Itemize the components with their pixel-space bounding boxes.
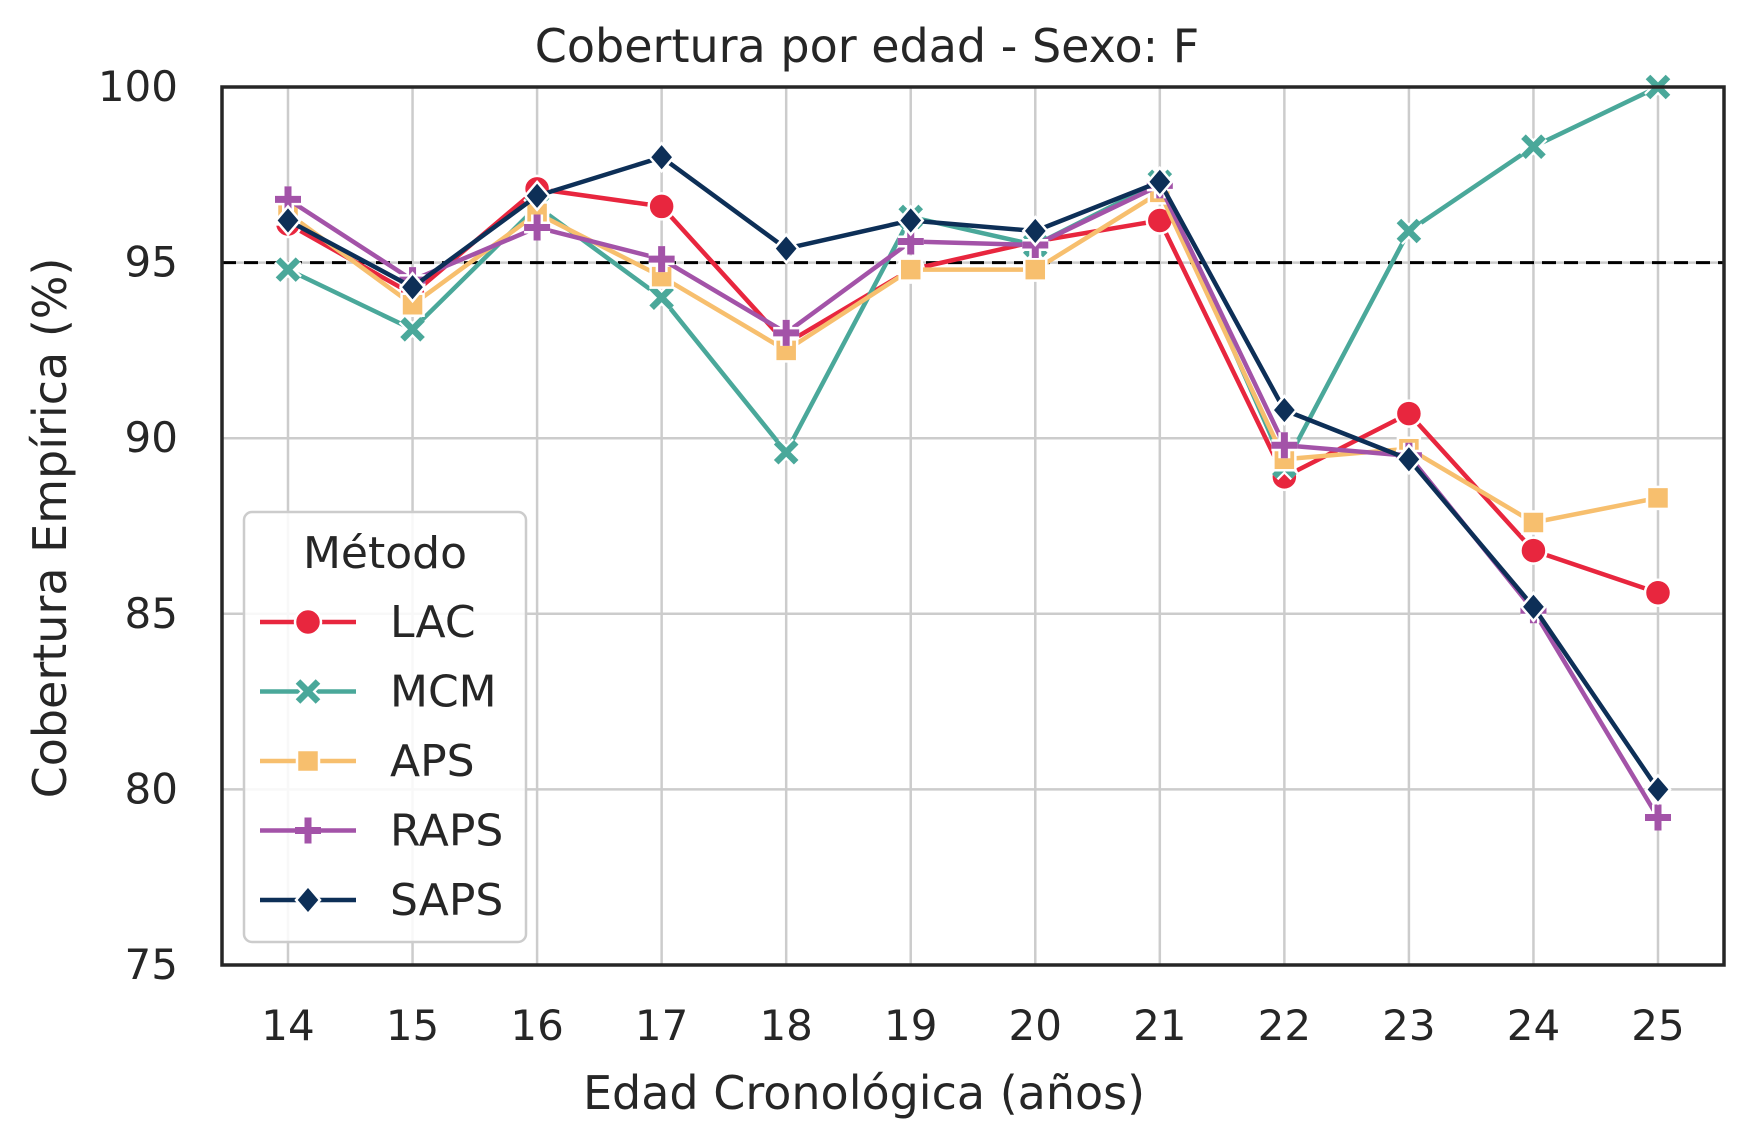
legend-item-aps: APS: [260, 736, 475, 787]
data-point-saps: [1644, 773, 1672, 806]
legend-title: Método: [303, 528, 467, 579]
y-tick-label: 80: [125, 764, 178, 813]
legend-item-lac: LAC: [260, 597, 476, 648]
data-point-saps: [1146, 165, 1174, 198]
x-tick-label: 17: [635, 1001, 688, 1050]
x-tick-label: 14: [261, 1001, 314, 1050]
data-point-saps: [398, 271, 427, 304]
y-tick-label: 100: [98, 62, 178, 111]
legend-marker-saps: [294, 884, 322, 916]
x-axis-label: Edad Cronológica (años): [583, 1066, 1145, 1120]
data-point-saps: [1519, 590, 1548, 623]
data-point-mcm: [772, 438, 801, 467]
x-tick-label: 25: [1631, 1001, 1684, 1050]
legend-label-lac: LAC: [390, 597, 476, 648]
data-point-raps: [773, 319, 800, 346]
data-point-raps: [1645, 804, 1671, 831]
data-point-raps: [1271, 432, 1298, 459]
x-tick-label: 23: [1382, 1001, 1435, 1050]
series-line-mcm: [287, 84, 1659, 469]
data-point-aps: [898, 257, 923, 282]
series-line-saps: [286, 154, 1660, 791]
data-point-saps: [772, 232, 800, 265]
data-point-lac: [1643, 578, 1673, 607]
data-point-saps: [523, 179, 551, 212]
legend: Método LAC MCM APS RAPS SAPS: [242, 510, 528, 944]
data-point-mcm: [647, 283, 676, 312]
data-point-mcm: [1519, 132, 1548, 161]
data-point-aps: [1023, 257, 1048, 282]
series-mcm: [274, 73, 1672, 481]
legend-marker-lac: [293, 607, 323, 637]
data-point-lac: [1394, 399, 1424, 428]
data-point-lac: [1519, 536, 1548, 565]
data-point-saps: [647, 141, 676, 174]
x-tick-label: 19: [884, 1001, 937, 1050]
data-point-aps: [1521, 510, 1546, 535]
legend-item-mcm: MCM: [260, 667, 497, 718]
data-point-mcm: [1395, 217, 1423, 245]
data-point-mcm: [398, 315, 427, 344]
data-point-aps: [1645, 485, 1671, 511]
y-tick-label: 95: [125, 238, 178, 287]
legend-label-aps: APS: [390, 736, 475, 787]
data-point-saps: [274, 204, 302, 237]
legend-marker-aps: [295, 748, 321, 774]
chart-title: Cobertura por edad - Sexo: F: [535, 19, 1199, 73]
data-point-raps: [524, 214, 551, 241]
data-point-lac: [647, 192, 676, 221]
series-line-lac: [286, 186, 1659, 595]
x-tick-label: 16: [510, 1001, 563, 1050]
legend-label-mcm: MCM: [390, 667, 497, 718]
data-point-saps: [1395, 443, 1423, 476]
y-tick-label: 75: [125, 940, 178, 989]
x-tick-label: 18: [759, 1001, 812, 1050]
legend-label-raps: RAPS: [390, 806, 503, 857]
x-tick-label: 22: [1258, 1001, 1311, 1050]
y-axis-label: Cobertura Empírica (%): [23, 258, 77, 799]
y-tick-label: 85: [125, 589, 178, 638]
legend-marker-raps: [295, 817, 321, 844]
plot-frame: [220, 85, 1726, 967]
legend-items: LAC MCM APS RAPS SAPS: [260, 597, 503, 926]
legend-label-saps: SAPS: [390, 875, 503, 926]
series-saps: [274, 141, 1672, 806]
y-tick-label: 90: [125, 413, 178, 462]
data-point-mcm: [274, 255, 302, 284]
series-layer: [273, 73, 1673, 831]
legend-item-raps: RAPS: [260, 806, 503, 857]
data-point-saps: [1021, 215, 1049, 247]
data-point-saps: [897, 204, 925, 237]
data-point-raps: [648, 246, 675, 273]
data-point-saps: [1270, 394, 1299, 427]
y-axis-ticks: 75 80 85 90 95 100: [98, 62, 178, 989]
legend-item-saps: SAPS: [260, 875, 503, 926]
series-line-aps: [286, 190, 1659, 525]
legend-marker-mcm: [294, 677, 322, 706]
x-axis-ticks: 14 15 16 17 18 19 20 21 22 23 24 25: [261, 1001, 1684, 1050]
x-tick-label: 20: [1009, 1001, 1062, 1050]
x-tick-label: 21: [1133, 1001, 1186, 1050]
x-tick-label: 15: [386, 1001, 439, 1050]
x-tick-label: 24: [1507, 1001, 1560, 1050]
